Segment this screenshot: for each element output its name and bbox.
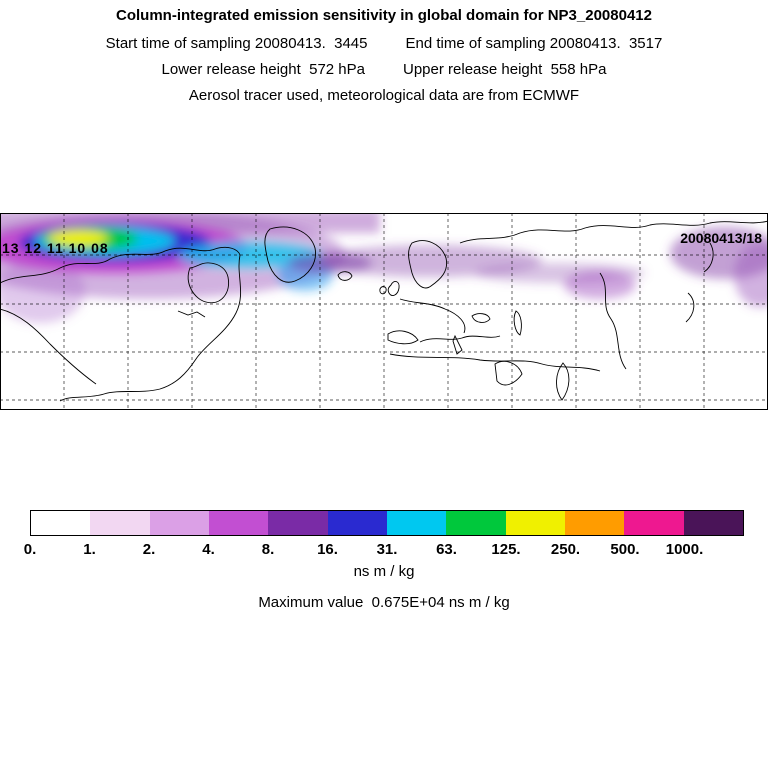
colorbar-segment (31, 511, 91, 535)
colorbar-segment (149, 511, 209, 535)
tracer-line: Aerosol tracer used, meteorological data… (188, 87, 580, 104)
colorbar-segment (327, 511, 387, 535)
flight-track-time-labels-left: 13 12 11 10 08 (2, 240, 109, 256)
colorbar-tick-label: 16. (317, 541, 338, 558)
colorbar-tick-label: 8. (261, 541, 275, 558)
figure-title: Column-integrated emission sensitivity i… (116, 7, 652, 24)
colorbar-tick-label: 31. (376, 541, 398, 558)
colorbar-segment (386, 511, 447, 535)
world-map-svg (0, 213, 768, 410)
colorbar-tick-label: 125. (491, 541, 521, 558)
colorbar-tick-label: 1000. (665, 541, 704, 558)
colorbar-tick-label: 0. (23, 541, 37, 558)
upper-release-label: Upper release height 558 hPa (403, 61, 607, 78)
coastlines (0, 220, 768, 402)
colorbar-tick-label: 4. (202, 541, 215, 558)
colorbar-segment (564, 511, 625, 535)
colorbar-segment (208, 511, 269, 535)
colorbar-tick-label: 1. (83, 541, 96, 558)
colorbar-segment (505, 511, 565, 535)
colorbar-segment (624, 511, 684, 535)
colorbar-tick-label: 250. (550, 541, 581, 558)
colorbar-segment (268, 511, 328, 535)
world-map-panel: 13 12 11 10 08 20080413/18 (0, 213, 768, 410)
colorbar-units-label: ns m / kg (353, 563, 415, 580)
end-time-label: End time of sampling 20080413. 3517 (405, 35, 663, 52)
colorbar-tick-label: 63. (436, 541, 457, 558)
maximum-value-label: Maximum value 0.675E+04 ns m / kg (258, 594, 510, 611)
colorbar-segment (446, 511, 506, 535)
colorbar-segment (683, 511, 743, 535)
colorbar-tick-label: 500. (610, 541, 640, 558)
release-heights-line: Lower release height 572 hPa Upper releas… (0, 61, 768, 78)
colorbar-ticks: 0. 1. 2. 4. 8. 16. 31. 63. 125. 250. 500. 1000. (24, 541, 744, 559)
colorbar-segment (90, 511, 150, 535)
lower-release-label: Lower release height 572 hPa (161, 61, 365, 78)
start-time-label: Start time of sampling 20080413. 3445 (105, 35, 368, 52)
graticule-grid (0, 213, 768, 410)
colorbar (30, 510, 744, 536)
flight-track-date-label-right: 20080413/18 (680, 230, 762, 246)
colorbar-tick-label: 2. (142, 541, 156, 558)
sampling-times-line: Start time of sampling 20080413. 3445 End… (0, 35, 768, 52)
